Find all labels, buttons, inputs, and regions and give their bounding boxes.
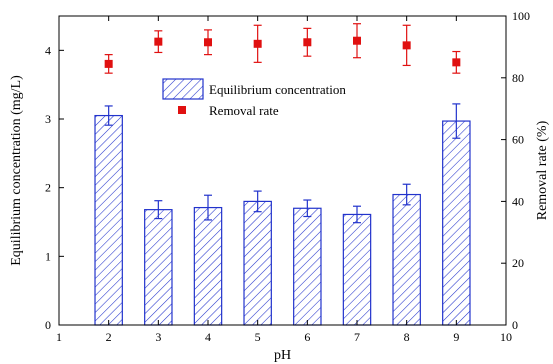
y-left-tick-label: 0 [45,318,51,332]
bar [392,193,421,326]
legend-label-point: Removal rate [209,103,279,118]
y-right-tick-label: 20 [512,256,524,270]
point [353,36,361,45]
legend-label-bar: Equilibrium concentration [209,82,346,97]
y-right-tick-label: 40 [512,194,524,208]
legend-swatch-bar [162,78,204,100]
y-right-tick-label: 60 [512,133,524,147]
x-tick-label: 9 [453,330,459,344]
x-axis-title: pH [274,348,291,363]
y-left-tick-label: 4 [45,43,51,57]
x-tick-label: 7 [354,330,360,344]
point [303,38,312,47]
bars-layer [94,103,471,326]
y-left-tick-label: 1 [45,249,51,263]
y-left-tick-label: 2 [45,181,51,195]
point [154,37,163,46]
x-tick-label: 8 [404,330,410,344]
point [402,41,411,50]
y-left-tick-label: 3 [45,112,51,126]
bar [243,200,272,326]
plot-frame [58,15,507,326]
bar [193,206,223,326]
point [104,59,113,68]
y-right-tick-label: 100 [512,9,530,23]
axes-layer: 1 2 3 4 5 6 7 8 9 1001234020406080100pHEquilibriu… [9,9,550,363]
y-right-tick-label: 80 [512,71,524,85]
x-tick-label: 10 [500,330,512,344]
x-tick-label: 4 [205,330,211,344]
bar [442,120,471,326]
x-tick-label: 2 [106,330,112,344]
x-tick-label: 1 [56,330,62,344]
points-layer [104,23,461,74]
bar [144,209,173,326]
point [253,39,262,48]
x-tick-label: 5 [255,330,261,344]
x-tick-label: 3 [155,330,161,344]
y-right-tick-label: 0 [512,318,518,332]
legend: Equilibrium concentration Removal rate [162,78,346,118]
x-tick-label: 6 [304,330,310,344]
y-right-axis-title: Removal rate (%) [535,120,550,220]
legend-swatch-point [178,106,186,114]
point [204,38,212,47]
bar [293,207,322,326]
bar [342,213,372,326]
point [452,58,461,67]
bar [94,114,123,326]
y-left-axis-title: Equilibrium concentration (mg/L) [9,75,24,266]
